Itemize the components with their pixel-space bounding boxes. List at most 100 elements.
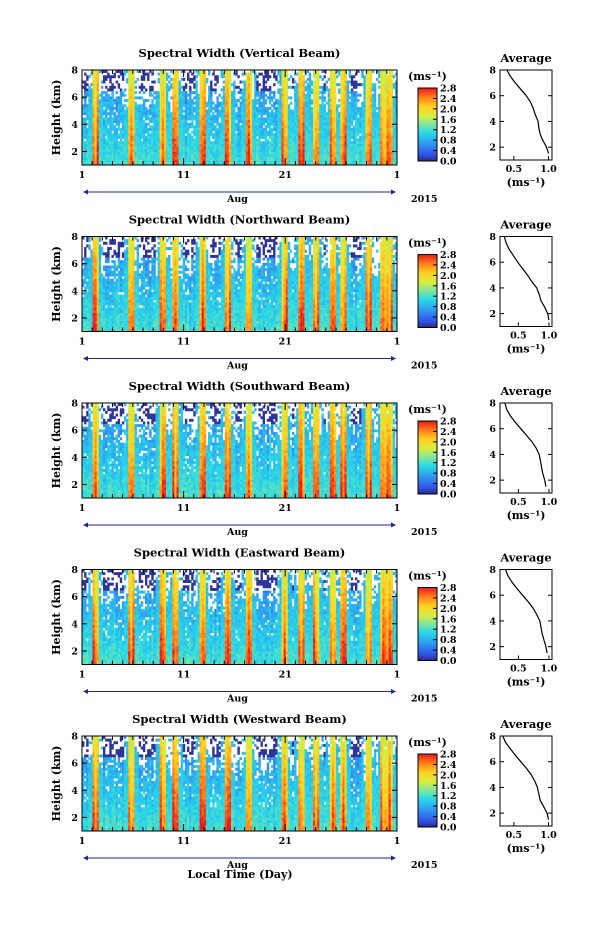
heatmap-cell xyxy=(294,138,297,142)
heatmap-cell xyxy=(264,109,268,113)
heatmap-cell xyxy=(325,125,328,129)
heatmap-cell xyxy=(346,157,349,161)
heatmap-cell xyxy=(334,149,337,153)
heatmap-cell xyxy=(371,159,375,163)
heatmap-cell xyxy=(329,141,333,145)
heatmap-cell xyxy=(163,91,167,95)
heatmap-cell xyxy=(222,128,226,131)
heatmap-cell xyxy=(136,146,139,150)
heatmap-cell xyxy=(378,154,381,158)
heatmap-cell xyxy=(262,141,265,145)
heatmap-cell xyxy=(243,112,247,116)
heatmap-cell xyxy=(317,101,320,105)
heatmap-cell xyxy=(117,104,121,108)
heatmap-cell xyxy=(336,112,339,116)
heatmap-cell xyxy=(260,109,263,113)
heatmap-cell xyxy=(96,281,100,285)
heatmap-cell xyxy=(359,106,362,110)
heatmap-cell xyxy=(90,297,93,301)
heatmap-cell xyxy=(250,83,253,87)
heatmap-cell xyxy=(256,125,259,129)
heatmap-cell xyxy=(287,77,291,81)
heatmap-cell xyxy=(365,125,368,129)
heatmap-cell xyxy=(107,96,110,100)
heatmap-cell xyxy=(226,104,230,108)
heatmap-cell xyxy=(170,70,173,73)
heatmap-cell xyxy=(159,159,163,163)
heatmap-cell xyxy=(210,130,213,134)
heatmap-cell xyxy=(90,109,93,113)
heatmap-cell xyxy=(113,157,116,161)
heatmap-cell xyxy=(140,85,144,89)
heatmap-cell xyxy=(98,125,102,129)
heatmap-cell xyxy=(363,77,366,81)
heatmap-cell xyxy=(273,141,276,145)
heatmap-cell xyxy=(294,146,297,150)
heatmap-cell xyxy=(130,101,133,105)
heatmap-cell xyxy=(229,77,232,81)
heatmap-cell xyxy=(90,278,93,282)
heatmap-cell xyxy=(266,112,270,116)
heatmap-cell xyxy=(128,70,131,73)
heatmap-cell xyxy=(390,141,394,145)
heatmap-cell xyxy=(224,138,228,142)
heatmap-cell xyxy=(277,125,280,129)
heatmap-cell xyxy=(178,149,181,153)
heatmap-cell xyxy=(289,130,293,134)
heatmap-cell xyxy=(235,101,238,105)
heatmap-cell xyxy=(287,106,291,110)
heatmap-cell xyxy=(245,99,249,102)
heatmap-cell xyxy=(113,143,116,147)
heatmap-cell xyxy=(352,83,356,87)
heatmap-cell xyxy=(250,159,253,163)
heatmap-cell xyxy=(226,109,230,113)
heatmap-cell xyxy=(340,138,343,142)
heatmap-cell xyxy=(325,130,328,134)
heatmap-cell xyxy=(229,96,232,100)
heatmap-cell xyxy=(136,157,139,161)
heatmap-cell xyxy=(84,252,87,256)
heatmap-cell xyxy=(212,133,215,137)
heatmap-cell xyxy=(271,149,274,153)
heatmap-cell xyxy=(321,159,324,163)
heatmap-cell xyxy=(382,99,385,102)
heatmap-cell xyxy=(260,101,263,105)
heatmap-cell xyxy=(208,125,211,129)
heatmap-cell xyxy=(176,149,179,153)
heatmap-cell xyxy=(296,96,299,100)
heatmap-cell xyxy=(384,120,387,124)
heatmap-cell xyxy=(218,122,221,126)
heatmap-cell xyxy=(128,88,131,92)
heatmap-cell xyxy=(128,93,131,97)
heatmap-cell xyxy=(159,138,163,142)
heatmap-cell xyxy=(92,273,95,277)
heatmap-cell xyxy=(178,146,181,150)
heatmap-cell xyxy=(94,307,97,311)
heatmap-cell xyxy=(172,99,175,102)
heatmap-cell xyxy=(105,128,108,131)
heatmap-cell xyxy=(306,120,310,124)
heatmap-cell xyxy=(237,122,240,126)
heatmap-cell xyxy=(161,114,165,118)
heatmap-cell xyxy=(392,125,396,129)
heatmap-cell xyxy=(109,120,112,124)
heatmap-cell xyxy=(331,141,335,145)
heatmap-cell xyxy=(239,109,242,113)
heatmap-cell xyxy=(279,93,282,97)
heatmap-cell xyxy=(384,72,387,76)
heatmap-cell xyxy=(168,146,171,150)
heatmap-cell xyxy=(159,83,163,87)
heatmap-cell xyxy=(191,151,194,155)
heatmap-cell xyxy=(298,130,301,134)
heatmap-cell xyxy=(367,93,370,97)
heatmap-cell xyxy=(88,268,91,272)
heatmap-cell xyxy=(94,96,97,100)
heatmap-cell xyxy=(98,99,102,102)
heatmap-cell xyxy=(304,85,307,89)
heatmap-cell xyxy=(115,146,118,150)
heatmap-cell xyxy=(359,154,362,158)
heatmap-cell xyxy=(163,109,167,113)
heatmap-cell xyxy=(84,157,87,161)
heatmap-cell xyxy=(134,112,137,116)
heatmap-cell xyxy=(98,149,102,153)
